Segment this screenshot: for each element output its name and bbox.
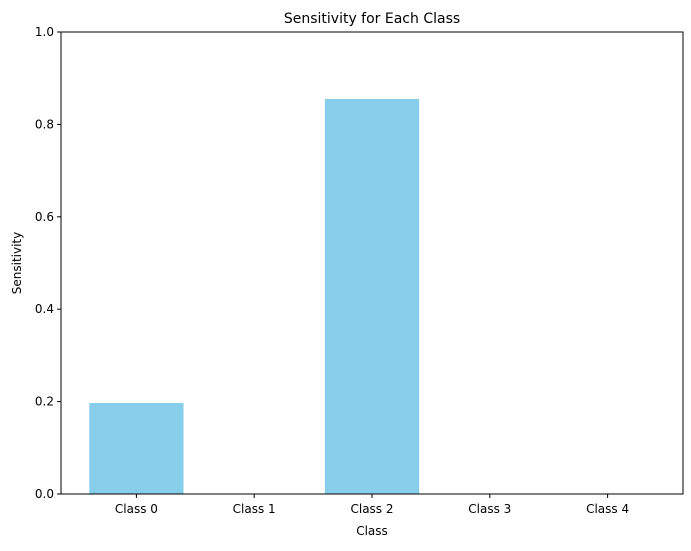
- y-tick-label: 0.4: [35, 302, 54, 316]
- x-ticks: Class 0 Class 1 Class 2 Class 3 Class 4: [115, 494, 629, 516]
- x-tick-label: Class 3: [468, 502, 511, 516]
- y-tick-label: 0.8: [35, 117, 54, 131]
- x-tick-label: Class 2: [350, 502, 393, 516]
- bars-layer: [89, 98, 420, 495]
- bar-class-2: [324, 98, 420, 495]
- y-tick-label: 0.6: [35, 210, 54, 224]
- x-tick-label: Class 1: [233, 502, 276, 516]
- y-tick-label: 1.0: [35, 25, 54, 39]
- y-tick-label: 0.2: [35, 395, 54, 409]
- y-axis-label: Sensitivity: [10, 232, 24, 294]
- x-tick-label: Class 0: [115, 502, 158, 516]
- bar-class-0: [89, 402, 184, 494]
- y-ticks: 0.0 0.2 0.4 0.6 0.8 1.0: [35, 25, 61, 501]
- y-tick-label: 0.0: [35, 487, 54, 501]
- x-axis-label: Class: [356, 524, 388, 538]
- x-tick-label: Class 4: [586, 502, 629, 516]
- chart-title: Sensitivity for Each Class: [284, 11, 460, 27]
